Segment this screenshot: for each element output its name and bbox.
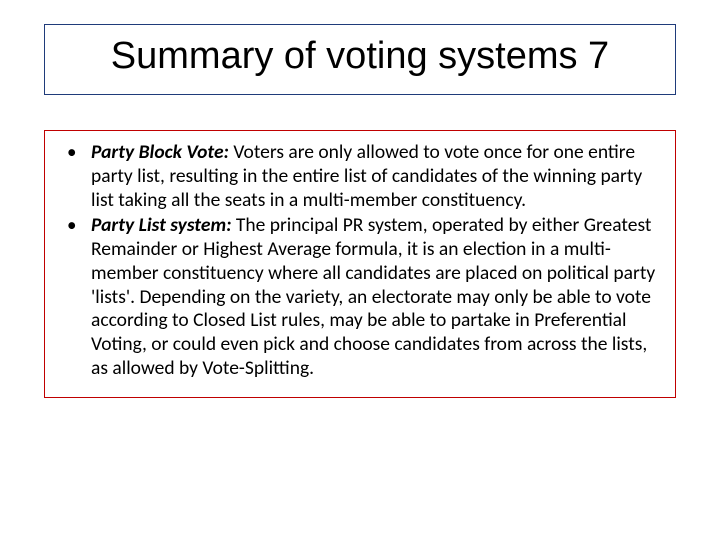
slide-title: Summary of voting systems 7 [59, 35, 661, 78]
term-body: The principal PR system, operated by eit… [91, 213, 655, 380]
list-item: Party List system: The principal PR syst… [59, 214, 661, 380]
list-item: Party Block Vote: Voters are only allowe… [59, 141, 661, 212]
term-label: Party List system: [91, 213, 232, 237]
bullet-list: Party Block Vote: Voters are only allowe… [59, 141, 661, 381]
content-container: Party Block Vote: Voters are only allowe… [44, 130, 676, 398]
term-label: Party Block Vote: [91, 140, 229, 164]
title-container: Summary of voting systems 7 [44, 24, 676, 95]
